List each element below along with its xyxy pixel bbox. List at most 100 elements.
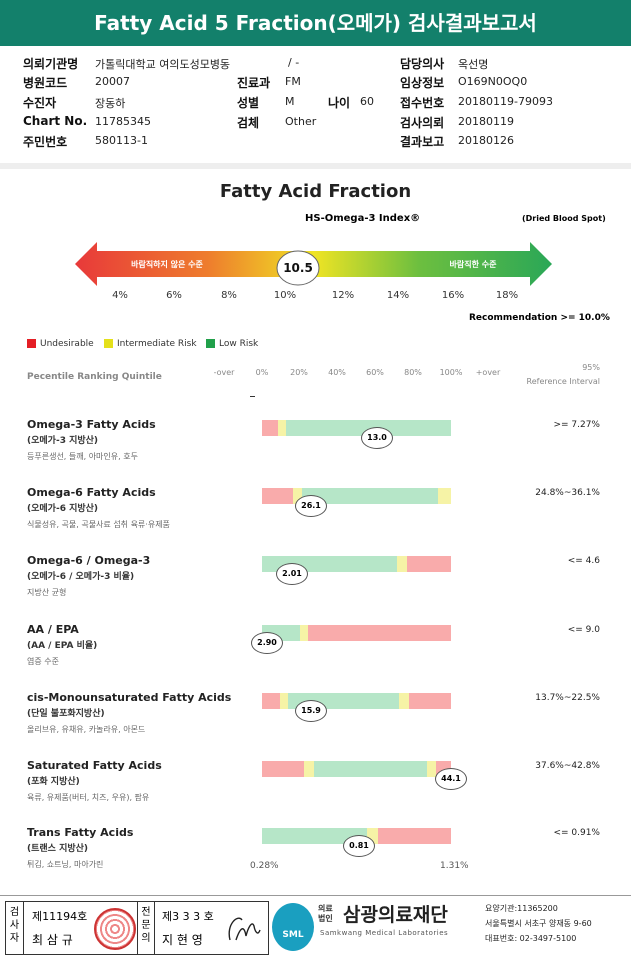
field-label: 검체	[237, 116, 260, 130]
row-foods: 지방산 균형	[27, 588, 67, 597]
result-marker: 44.1	[435, 768, 467, 790]
org-name: 삼광의료재단	[343, 904, 448, 926]
field-value: 11785345	[95, 115, 151, 128]
corp: 의료법인	[318, 904, 333, 923]
scale-label: 6%	[166, 290, 182, 301]
field-label: 검사의뢰	[400, 116, 445, 130]
scale-label: 0.28%	[250, 861, 279, 871]
field-value: 장동하	[95, 97, 126, 110]
result-marker: 2.90	[251, 632, 283, 654]
row-reference: >= 7.27%	[553, 420, 600, 430]
range-segment	[278, 420, 286, 436]
index-note: (Dried Blood Spot)	[522, 214, 606, 223]
result-marker: 13.0	[361, 427, 393, 449]
header-right: 95%	[582, 363, 600, 372]
field-value: 20180119	[458, 115, 514, 128]
org-en: Samkwang Medical Laboratories	[320, 929, 449, 937]
row-reference: <= 0.91%	[553, 828, 600, 838]
row-foods: 식물성유, 곡물, 곡물사료 섭취 육류·유제품	[27, 520, 170, 529]
field-label: 결과보고	[400, 135, 445, 149]
left-label: 바람직하지 않은 수준	[131, 259, 203, 269]
scale-label: 12%	[331, 290, 355, 301]
range-segment	[367, 828, 378, 844]
row-name: Trans Fatty Acids	[27, 826, 134, 839]
header-tick: 80%	[404, 368, 422, 377]
org-address: 서울특별시 서초구 양재동 9-60	[485, 919, 592, 928]
header-right: Reference Interval	[526, 377, 600, 386]
seal	[94, 908, 136, 950]
org-phone: 대표번호: 02-3497-5100	[485, 934, 577, 943]
header-tick: 100%	[439, 368, 463, 377]
field-value: 옥선명	[458, 58, 489, 71]
row-korean: (AA / EPA 비율)	[27, 641, 98, 651]
dash	[250, 396, 255, 397]
recommendation: Recommendation >= 10.0%	[469, 313, 610, 323]
field-value: FM	[285, 75, 301, 88]
range-segment	[302, 488, 438, 504]
row-name: Omega-6 / Omega-3	[27, 554, 151, 567]
scale-label: 14%	[386, 290, 410, 301]
field-label: 진료과	[237, 76, 271, 90]
row-reference: <= 9.0	[567, 625, 600, 635]
legend-label: Undesirable	[40, 339, 94, 349]
row-name: Omega-6 Fatty Acids	[27, 486, 156, 499]
row-reference: 13.7%~22.5%	[535, 693, 600, 703]
divider	[0, 895, 631, 896]
range-bar	[262, 625, 451, 641]
legend-label: Intermediate Risk	[117, 339, 197, 349]
header-tick: -over	[213, 368, 235, 377]
section-title: Fatty Acid Fraction	[219, 181, 412, 202]
specialist-name: 지 현 영	[162, 933, 203, 947]
field-label: 임상정보	[400, 76, 445, 90]
row-korean: (오메가-3 지방산)	[27, 436, 99, 446]
scale-label: 8%	[221, 290, 237, 301]
row-reference: <= 4.6	[567, 556, 600, 566]
row-korean: (오메가-6 지방산)	[27, 504, 99, 514]
specialist-no: 제3 3 3 호	[162, 910, 214, 923]
row-name: Saturated Fatty Acids	[27, 759, 162, 772]
legend-swatch	[104, 339, 113, 348]
field-label: 나이	[328, 96, 351, 110]
range-bar	[262, 693, 451, 709]
range-bar	[262, 828, 451, 844]
legend-swatch	[27, 339, 36, 348]
org-code: 요양기관:11365200	[485, 904, 558, 913]
range-segment	[262, 761, 304, 777]
range-segment	[397, 556, 407, 572]
range-segment	[262, 420, 278, 436]
header-tick: 60%	[366, 368, 384, 377]
logo: SML	[272, 903, 314, 951]
range-segment	[304, 761, 314, 777]
specialist-title: 전문의	[137, 902, 155, 954]
range-bar	[262, 761, 451, 777]
right-label: 바람직한 수준	[450, 259, 498, 269]
scale-label: 4%	[112, 290, 128, 301]
field-value: O169N0OQ0	[458, 75, 528, 88]
row-name: Omega-3 Fatty Acids	[27, 418, 156, 431]
result-marker: 0.81	[343, 835, 375, 857]
field-value: 20180119-79093	[458, 95, 553, 108]
row-foods: 튀김, 쇼트닝, 마아가린	[27, 860, 104, 869]
tester-name: 최 삼 규	[32, 933, 73, 947]
header-tick: 40%	[328, 368, 346, 377]
scale-label: 18%	[495, 290, 519, 301]
range-segment	[262, 488, 293, 504]
header-tick: 0%	[255, 368, 269, 377]
header-tick: 20%	[290, 368, 308, 377]
tester-no: 제11194호	[32, 910, 88, 923]
field-label: 수진자	[23, 96, 57, 110]
scale-label: 10%	[273, 290, 297, 301]
field-value: M	[285, 95, 295, 108]
index-title: HS-Omega-3 Index®	[305, 213, 421, 224]
field-value: 580113-1	[95, 134, 148, 147]
range-segment	[378, 828, 451, 844]
range-bar	[262, 420, 451, 436]
tester-title: 검사자	[6, 902, 24, 954]
range-segment	[438, 488, 451, 504]
row-foods: 염증 수준	[27, 657, 59, 666]
range-segment	[308, 625, 451, 641]
field-label: Chart No.	[23, 114, 88, 128]
field-label: 담당의사	[400, 57, 445, 71]
range-segment	[409, 693, 451, 709]
row-foods: 육류, 유제품(버터, 치즈, 우유), 팜유	[27, 793, 150, 802]
